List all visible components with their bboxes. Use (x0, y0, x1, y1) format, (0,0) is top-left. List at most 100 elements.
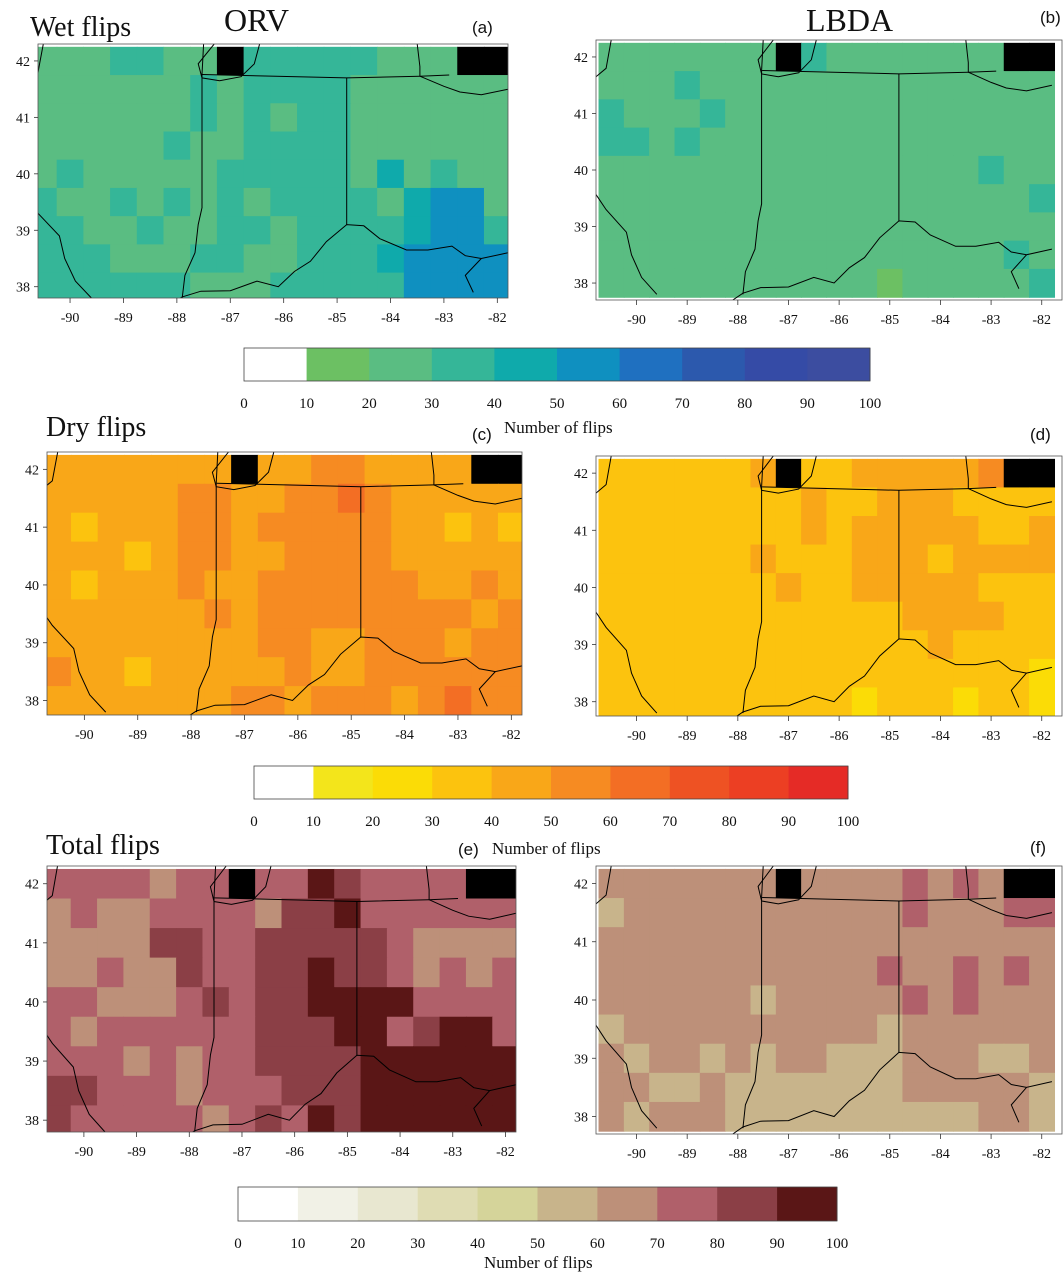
y-tick-label: 38 (574, 1111, 588, 1126)
grid-cell (953, 601, 980, 631)
grid-cell (902, 985, 929, 1016)
grid-cell (674, 1014, 701, 1045)
grid-cell (674, 42, 701, 72)
grid-cell (877, 868, 904, 899)
grid-cell (360, 957, 388, 988)
grid-cell (902, 458, 929, 489)
grid-cell (83, 216, 111, 245)
grid-cell (674, 212, 701, 242)
grid-cell (801, 898, 828, 928)
grid-cell (281, 1046, 309, 1077)
lake-michigan-shore (211, 452, 275, 491)
x-tick-label: -87 (233, 1145, 252, 1160)
x-tick-label: -85 (328, 311, 347, 326)
grid-cell (204, 570, 232, 600)
grid-cell (417, 628, 446, 658)
grid-cell (124, 657, 152, 687)
map-panel-b: -90 -89 -88 -87 -86 -85 -84 -83 -82 38 39 40 41 42 (574, 39, 1063, 328)
grid-cell (877, 458, 904, 489)
lake-michigan-shore (757, 40, 817, 78)
grid-cell (228, 868, 256, 900)
grid-cell (417, 512, 446, 543)
x-tick-label: -86 (285, 1145, 304, 1160)
grid-cell (492, 1075, 516, 1106)
grid-cell (413, 868, 441, 900)
grid-cell (439, 1016, 467, 1047)
grid-cell (927, 1043, 954, 1074)
grid-cell (801, 127, 828, 157)
grid-cell (699, 1043, 726, 1074)
grid-cell (750, 927, 777, 957)
grid-cell (38, 244, 58, 274)
grid-cell (750, 212, 777, 242)
grid-cell (902, 240, 929, 270)
grid-cell (71, 454, 99, 485)
grid-cell (323, 244, 352, 274)
grid-cell (83, 46, 111, 76)
grid-cell (877, 1101, 904, 1132)
grid-cell (801, 1101, 828, 1132)
grid-cell (978, 516, 1005, 546)
grid-cell (255, 957, 283, 988)
grid-cell (953, 487, 980, 517)
grid-cell (902, 601, 929, 631)
grid-cell (775, 1043, 802, 1074)
grid-cell (216, 46, 245, 76)
grid-cell (334, 1075, 362, 1106)
grid-cell (149, 928, 177, 959)
grid-cell (750, 630, 777, 660)
grid-cell (699, 155, 726, 185)
grid-cell (877, 240, 904, 270)
grid-cell (978, 544, 1005, 574)
grid-cell (337, 454, 366, 485)
grid-cell (851, 1014, 878, 1045)
grid-cell (56, 131, 84, 161)
grid-cell (801, 630, 828, 660)
grid-cell (483, 272, 508, 298)
grid-cell (623, 601, 650, 631)
grid-cell (649, 1043, 676, 1074)
grid-cell (364, 512, 392, 543)
grid-cell (364, 599, 392, 629)
grid-cell (877, 658, 904, 689)
colorbar-swatch (431, 348, 495, 381)
grid-cell (826, 927, 853, 957)
grid-cell (163, 159, 191, 189)
grid-cell (360, 868, 388, 900)
grid-cell (204, 454, 232, 485)
grid-cell (826, 898, 853, 928)
grid-cell (598, 458, 625, 489)
grid-cell (97, 686, 125, 715)
ohio-river (179, 224, 508, 298)
x-tick-label: -88 (728, 1147, 747, 1162)
grid-cell (284, 628, 312, 658)
grid-cell (176, 898, 204, 929)
grid-cell (47, 541, 72, 572)
grid-cell (1029, 458, 1056, 489)
grid-cell (151, 454, 179, 485)
grid-cell (176, 1105, 204, 1132)
grid-cell (231, 570, 259, 600)
grid-cell (231, 541, 259, 572)
grid-cell (649, 127, 676, 157)
y-tick-label: 42 (574, 877, 588, 892)
grid-cell (364, 686, 392, 715)
grid-cell (953, 868, 980, 899)
grid-cell (457, 46, 485, 76)
grid-cell (391, 657, 419, 687)
grid-cell (413, 1105, 441, 1132)
grid-cell (1029, 544, 1056, 574)
grid-cell (927, 458, 954, 489)
grid-cell (360, 1075, 388, 1106)
grid-cell (851, 985, 878, 1016)
grid-cell (270, 187, 298, 217)
grid-cell (430, 103, 458, 133)
grid-cell (471, 483, 499, 514)
grid-cell (284, 541, 312, 572)
grid-cell (497, 512, 522, 543)
grid-cell (725, 898, 752, 928)
y-tick-label: 38 (574, 696, 588, 711)
grid-cell (176, 987, 204, 1018)
grid-cell (953, 240, 980, 270)
grid-cell (902, 544, 929, 574)
